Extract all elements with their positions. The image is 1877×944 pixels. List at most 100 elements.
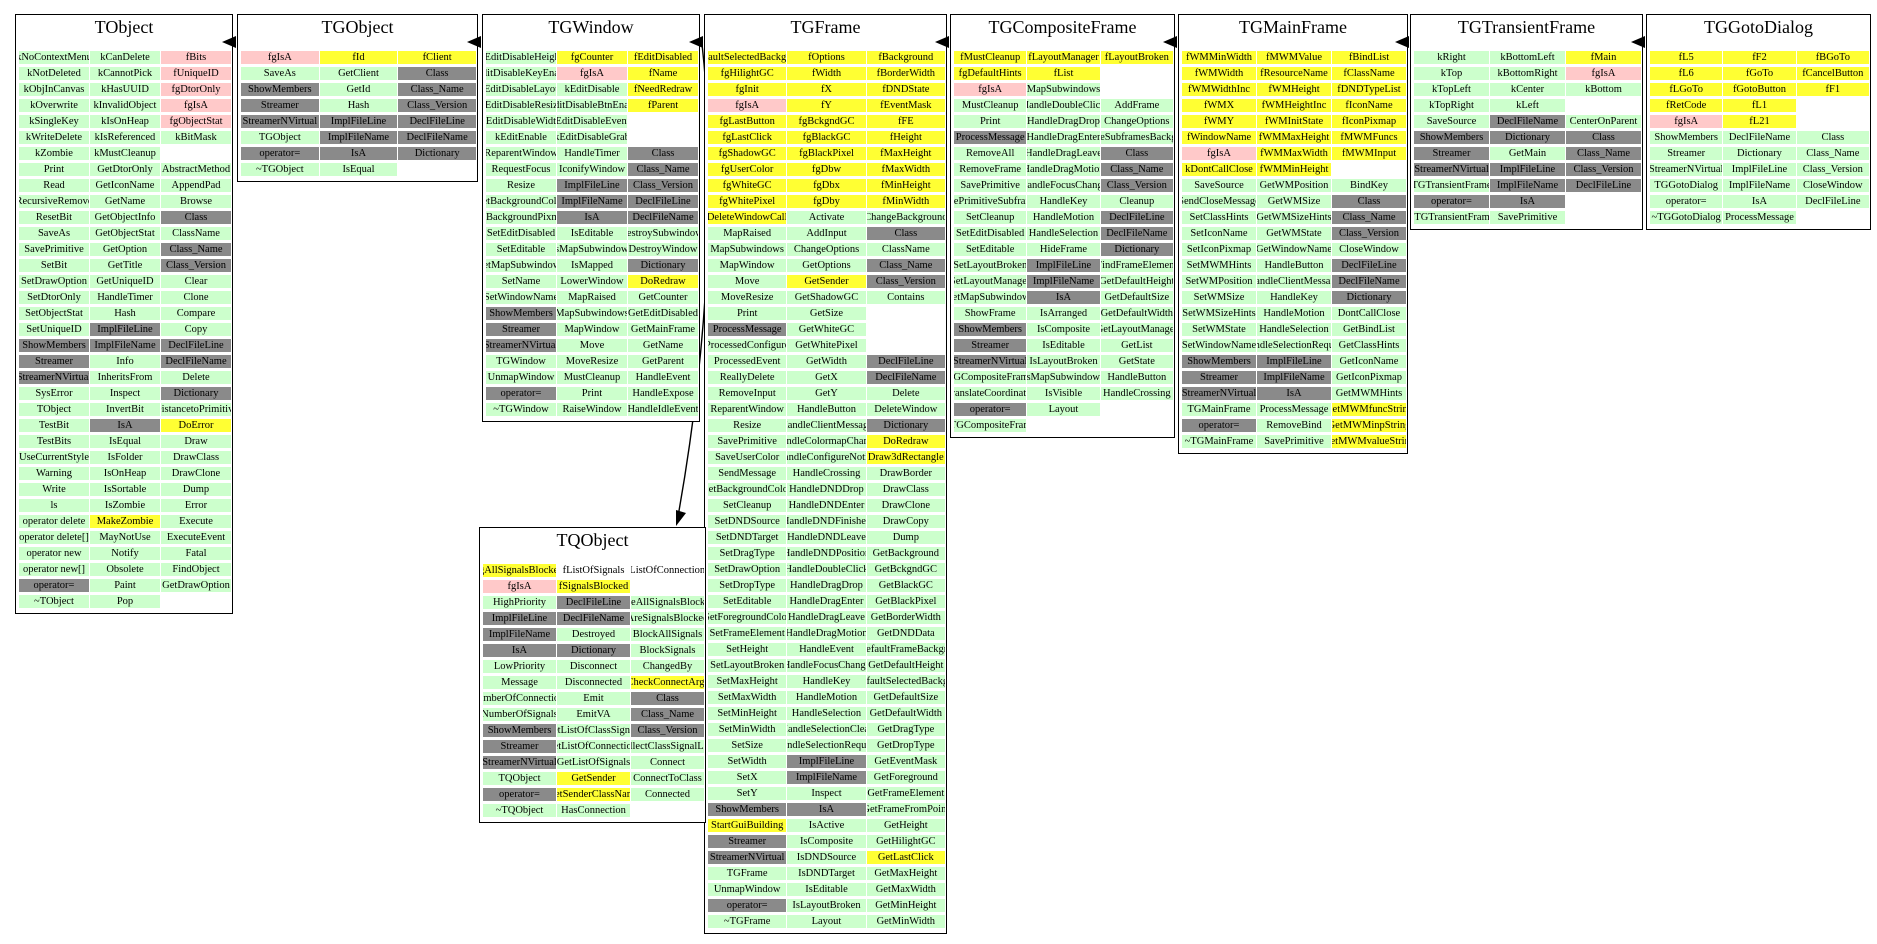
member-cell: GetSize bbox=[787, 307, 866, 320]
member-cell: DeclFileName bbox=[1100, 227, 1173, 240]
member-cell: IsA bbox=[1257, 387, 1331, 400]
member-cell: Move bbox=[557, 339, 627, 352]
member-cell: Class bbox=[161, 211, 231, 224]
member-cell: MustCleanup bbox=[954, 99, 1027, 112]
member-cell: GetListOfSignals bbox=[557, 756, 630, 769]
member-cell: GetBindList bbox=[1332, 323, 1406, 336]
member-cell: Obsolete bbox=[90, 563, 160, 576]
member-cell: GetListOfConnections bbox=[557, 740, 630, 753]
member-cell: SetDNDTarget bbox=[708, 531, 787, 544]
member-cell: ProcessMessage bbox=[1723, 211, 1796, 224]
member-cell: fgDby bbox=[787, 195, 866, 208]
member-cell: HandleMotion bbox=[1257, 307, 1331, 320]
member-cell: AppendPad bbox=[161, 179, 231, 192]
member-cell: fBits bbox=[161, 51, 231, 64]
member-cell: AreAllSignalsBlocked bbox=[631, 596, 704, 609]
member-cell: Class_Name bbox=[398, 83, 476, 96]
member-cell: Class_Name bbox=[1796, 147, 1869, 160]
member-cell: GetId bbox=[319, 83, 398, 96]
member-cell: fGoTo bbox=[1723, 67, 1796, 80]
member-cell: IsZombie bbox=[90, 499, 160, 512]
member-cell: GetWidth bbox=[787, 355, 866, 368]
member-cell: Streamer bbox=[1414, 147, 1489, 160]
member-cell: GetShadowGC bbox=[787, 291, 866, 304]
member-cell: SaveSource bbox=[1182, 179, 1256, 192]
member-cell: GetOptions bbox=[787, 259, 866, 272]
member-cell: SetFrameElement bbox=[708, 627, 787, 640]
member-cell: DeleteWindowCall bbox=[708, 211, 787, 224]
member-cell: GetWhitePixel bbox=[787, 339, 866, 352]
member-cell: MoveResize bbox=[708, 291, 787, 304]
member-cell: GetObjectInfo bbox=[90, 211, 160, 224]
member-cell: DeclFileLine bbox=[1566, 179, 1641, 192]
member-cell: fF1 bbox=[1796, 83, 1869, 96]
member-cell: InvertBit bbox=[90, 403, 160, 416]
member-cell: ImplFileName bbox=[787, 771, 866, 784]
member-cell: RemoveAll bbox=[954, 147, 1027, 160]
member-cell: SetBackgroundColor bbox=[708, 483, 787, 496]
member-cell: IconifyWindow bbox=[557, 163, 627, 176]
member-cell: Streamer bbox=[483, 740, 556, 753]
member-cell: fLayoutBroken bbox=[1100, 51, 1173, 64]
member-cell: TGGotoDialog bbox=[1650, 179, 1723, 192]
member-cell: IsEqual bbox=[90, 435, 160, 448]
member-cell: HandleDNDDrop bbox=[787, 483, 866, 496]
member-cell: SetDrawOption bbox=[19, 275, 89, 288]
member-cell: ReparentWindow bbox=[708, 403, 787, 416]
member-cell: fgIsA bbox=[1566, 67, 1641, 80]
member-cell: fgIsA bbox=[954, 83, 1027, 96]
member-cell: ShowMembers bbox=[241, 83, 319, 96]
member-cell: HandleDragMotion bbox=[787, 627, 866, 640]
member-cell: HandleButton bbox=[1257, 259, 1331, 272]
member-cell: operator new bbox=[19, 547, 89, 560]
class-box-tgobject: TGObject fgIsA SaveAs ShowMembers Streamer St… bbox=[237, 14, 478, 182]
member-cell: DrawClass bbox=[866, 483, 945, 496]
member-cell: Clone bbox=[161, 291, 231, 304]
member-cell: GetClassHints bbox=[1332, 339, 1406, 352]
member-cell: MapRaised bbox=[708, 227, 787, 240]
member-cell: DeclFileLine bbox=[557, 596, 630, 609]
member-cell: kEditDisableGrab bbox=[557, 131, 627, 144]
member-cell: ClassName bbox=[866, 243, 945, 256]
member-cell: Emit bbox=[557, 692, 630, 705]
member-cell: SavePrimitiveSubframes bbox=[954, 195, 1027, 208]
member-cell: Streamer bbox=[1650, 147, 1723, 160]
member-cell: HandleSelectionClear bbox=[787, 723, 866, 736]
member-cell: StreamerNVirtual bbox=[483, 756, 556, 769]
member-cell: fgWhiteGC bbox=[708, 179, 787, 192]
member-cell: fWMX bbox=[1182, 99, 1256, 112]
member-cell: DeclFileName bbox=[1490, 115, 1565, 128]
member-cell: SaveAs bbox=[241, 67, 319, 80]
member-cell: ImplFileName bbox=[1257, 371, 1331, 384]
member-cell: SavePrimitive bbox=[954, 179, 1027, 192]
member-cell: MapSubwindows bbox=[557, 307, 627, 320]
member-cell: SaveUserColor bbox=[708, 451, 787, 464]
member-cell: MakeZombie bbox=[90, 515, 160, 528]
member-cell: AbstractMethod bbox=[161, 163, 231, 176]
member-cell: GetFrameElement bbox=[866, 787, 945, 800]
member-cell: fgLastClick bbox=[708, 131, 787, 144]
member-cell: DrawClass bbox=[161, 451, 231, 464]
member-cell: GetName bbox=[90, 195, 160, 208]
member-cell: Streamer bbox=[1182, 371, 1256, 384]
member-cell: GetEditDisabled bbox=[628, 307, 698, 320]
member-cell: IsFolder bbox=[90, 451, 160, 464]
member-cell: BlockAllSignals bbox=[631, 628, 704, 641]
member-cell: InheritsFrom bbox=[90, 371, 160, 384]
member-cell: GetDtorOnly bbox=[90, 163, 160, 176]
member-cell: NumberOfSignals bbox=[483, 708, 556, 721]
member-cell: IsArranged bbox=[1027, 307, 1100, 320]
member-cell: HandleMotion bbox=[787, 691, 866, 704]
member-cell: SetDNDSource bbox=[708, 515, 787, 528]
member-cell: Notify bbox=[90, 547, 160, 560]
member-cell: CloseWindow bbox=[1796, 179, 1869, 192]
member-cell: Class_Version bbox=[631, 724, 704, 737]
inheritance-arrow-icon bbox=[1163, 36, 1177, 48]
member-cell: GetY bbox=[787, 387, 866, 400]
member-cell: fgIsA bbox=[241, 51, 319, 64]
member-cell: Print bbox=[19, 163, 89, 176]
member-cell: SetMapSubwindows bbox=[486, 259, 556, 272]
member-cell: HandleDNDPosition bbox=[787, 547, 866, 560]
member-cell: SetDrawOption bbox=[708, 563, 787, 576]
